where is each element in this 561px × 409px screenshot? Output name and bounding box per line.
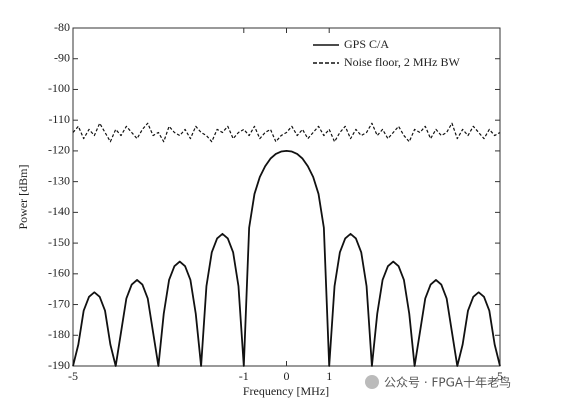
y-tick-label: -120 xyxy=(48,143,70,157)
series-line xyxy=(72,150,501,367)
y-axis-label: Power [dBm] xyxy=(16,165,30,230)
x-tick-label: -5 xyxy=(68,369,78,383)
legend-label: Noise floor, 2 MHz BW xyxy=(344,55,461,69)
y-tick-label: -170 xyxy=(48,296,70,310)
y-tick-label: -110 xyxy=(48,112,70,126)
y-tick-label: -80 xyxy=(54,20,70,34)
watermark: 公众号 · FPGA十年老鸟 xyxy=(365,375,511,390)
x-tick-label: 5 xyxy=(497,369,503,383)
y-tick-label: -130 xyxy=(48,173,70,187)
y-tick-label: -160 xyxy=(48,266,70,280)
watermark-icon xyxy=(365,375,379,389)
y-tick-label: -90 xyxy=(54,50,70,64)
x-tick-label: -1 xyxy=(239,369,249,383)
y-tick-label: -190 xyxy=(48,358,70,372)
x-tick-label: 1 xyxy=(326,369,332,383)
x-tick-label: 0 xyxy=(284,369,290,383)
y-tick-label: -140 xyxy=(48,204,70,218)
legend-label: GPS C/A xyxy=(344,37,389,51)
watermark-text: 公众号 · FPGA十年老鸟 xyxy=(384,375,511,390)
y-tick-label: -100 xyxy=(48,81,70,95)
plot-frame xyxy=(72,27,501,367)
y-tick-label: -150 xyxy=(48,235,70,249)
x-axis-label: Frequency [MHz] xyxy=(243,384,329,398)
series-line xyxy=(72,122,501,143)
y-tick-label: -180 xyxy=(48,327,70,341)
